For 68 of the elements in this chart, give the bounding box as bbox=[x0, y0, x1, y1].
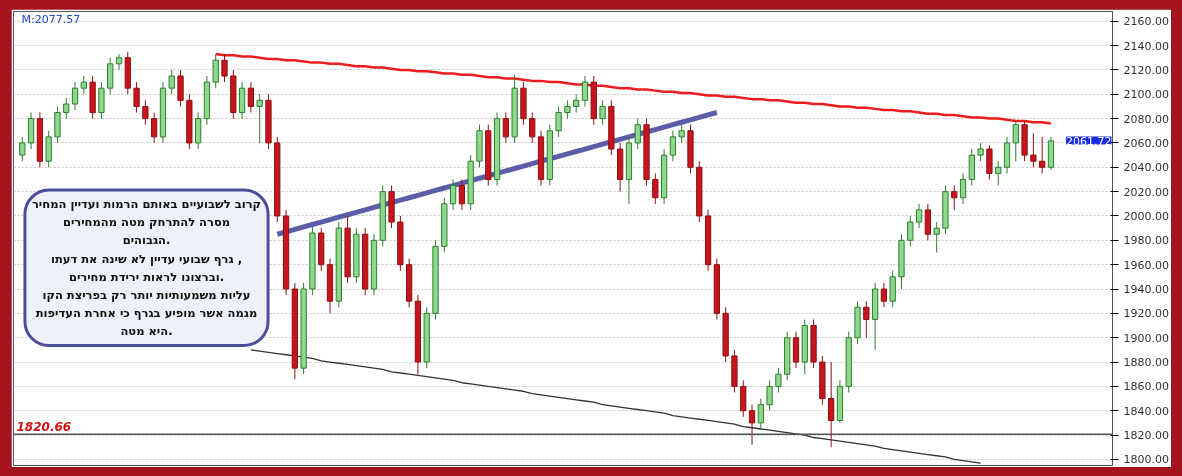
y-tick-label: 2140.00 bbox=[1123, 39, 1169, 53]
annotation: קרוב לשבועיים באותם הרמות ועדיין המחיר מסרה להתרחק מטה מהמחירים הגבוהים. גרף שבועי עדיין לא שינה את דעתו , וברצונו לראות ירידת מחירים. עליות משמעותיות יותר רק בפריצת הקו מגמה אשר מופיע בגרף כי אחרת העדיפות היא מטה. bbox=[31, 197, 262, 339]
y-tick-label: 1820.00 bbox=[1123, 429, 1169, 443]
ref-line-label: 1820.66 bbox=[16, 420, 72, 435]
candlestick bbox=[933, 221, 940, 253]
y-tick-label: 1960.00 bbox=[1123, 258, 1169, 272]
candlestick bbox=[19, 136, 26, 162]
y-tick-label: 1800.00 bbox=[1123, 453, 1169, 467]
candlestick bbox=[995, 160, 1002, 187]
candlestick bbox=[828, 361, 835, 448]
candlestick bbox=[1039, 136, 1046, 174]
candlestick bbox=[63, 97, 70, 120]
y-tick-label: 1840.00 bbox=[1123, 404, 1169, 418]
y-tick-label: 2100.00 bbox=[1123, 88, 1169, 102]
y-tick-label: 2080.00 bbox=[1123, 112, 1169, 126]
candlestick bbox=[573, 93, 580, 114]
candlestick bbox=[951, 185, 958, 211]
candlestick bbox=[1012, 121, 1019, 162]
y-tick-label: 2060.00 bbox=[1123, 136, 1169, 150]
y-tick-label: 2020.00 bbox=[1123, 185, 1169, 199]
candlestick bbox=[564, 99, 571, 120]
annotation: M:2077.57 bbox=[21, 12, 81, 26]
candlestick bbox=[142, 99, 149, 126]
candlestick bbox=[959, 172, 967, 205]
candlestick bbox=[766, 379, 773, 412]
candlestick bbox=[581, 75, 589, 107]
candlestick bbox=[212, 53, 219, 89]
text: 2061.72 bbox=[1066, 134, 1112, 148]
y-tick-label: 1900.00 bbox=[1123, 331, 1169, 345]
candlestick bbox=[115, 53, 123, 71]
y-tick-label: 1880.00 bbox=[1123, 356, 1169, 370]
candlestick bbox=[880, 282, 888, 308]
candlestick bbox=[555, 105, 562, 138]
candlestick bbox=[502, 112, 509, 144]
y-tick-label: 1860.00 bbox=[1123, 380, 1169, 394]
candlestick bbox=[652, 172, 659, 205]
y-tick-label: 1940.00 bbox=[1123, 283, 1169, 297]
candlestick bbox=[599, 99, 606, 126]
candlestick bbox=[80, 75, 87, 95]
candlestick bbox=[458, 178, 466, 211]
candlestick bbox=[907, 215, 914, 247]
candlestick bbox=[748, 404, 756, 446]
line-series bbox=[214, 52, 1053, 125]
candlestick bbox=[221, 53, 228, 83]
y-tick-label: 2000.00 bbox=[1123, 209, 1169, 223]
candlestick bbox=[678, 124, 685, 144]
candlestick bbox=[757, 398, 764, 430]
candlestick bbox=[977, 142, 984, 162]
candlestick bbox=[449, 178, 457, 211]
candlestick bbox=[151, 112, 158, 144]
candlestick bbox=[1030, 132, 1037, 168]
line-series bbox=[250, 349, 982, 464]
y-tick-label: 2120.00 bbox=[1123, 63, 1169, 77]
y-tick-label: 1920.00 bbox=[1123, 307, 1169, 321]
candlestick bbox=[669, 130, 677, 162]
candlestick bbox=[247, 81, 255, 114]
candlestick bbox=[168, 69, 175, 95]
candlestick bbox=[863, 300, 870, 339]
candlestick bbox=[634, 118, 641, 150]
y-tick-label: 1980.00 bbox=[1123, 234, 1169, 248]
candlestick bbox=[529, 112, 536, 144]
candlestick bbox=[133, 81, 140, 114]
y-tick-label: 2040.00 bbox=[1123, 161, 1169, 175]
candlestick bbox=[256, 93, 263, 144]
candlestick bbox=[915, 203, 923, 229]
y-tick-label: 2160.00 bbox=[1123, 15, 1169, 29]
candlestick bbox=[775, 367, 782, 393]
candlestick bbox=[71, 81, 79, 111]
